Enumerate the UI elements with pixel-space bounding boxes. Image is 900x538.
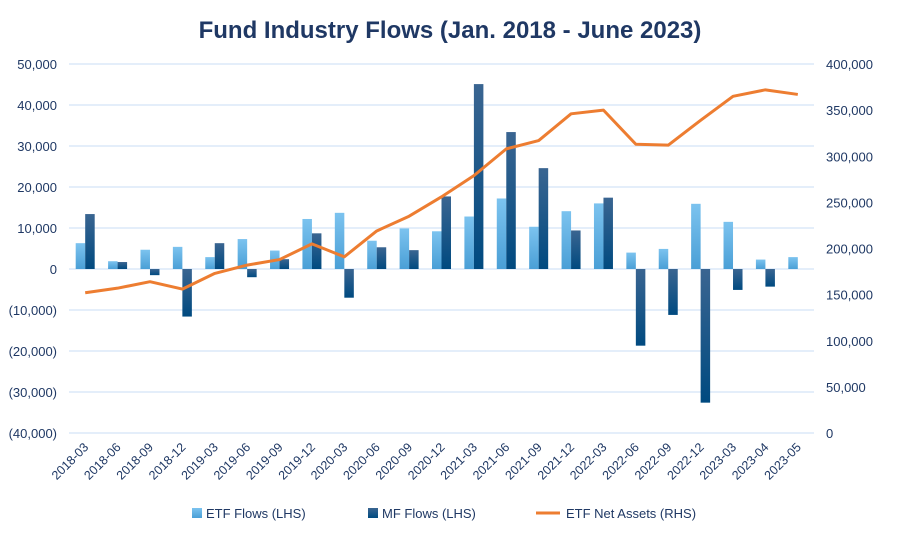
- mf-flow-bar: [182, 269, 192, 317]
- etf-flow-bar: [237, 239, 248, 269]
- etf-flow-bar: [172, 246, 183, 269]
- etf-flow-bar: [496, 198, 507, 269]
- etf-flow-bar: [626, 252, 636, 269]
- mf-flow-bar: [409, 250, 419, 269]
- etf-flow-bar: [658, 248, 669, 269]
- left-tick-label: (10,000): [9, 303, 57, 318]
- etf-flow-bar: [367, 240, 377, 269]
- mf-flow-bar: [149, 269, 160, 276]
- right-tick-label: 350,000: [826, 103, 873, 118]
- right-tick-label: 250,000: [826, 195, 873, 210]
- etf-flow-bar: [464, 216, 474, 269]
- etf-flow-bar: [593, 203, 604, 269]
- etf-flow-bar: [399, 228, 410, 269]
- mf-flow-bar: [473, 84, 484, 269]
- mf-flow-bar: [117, 262, 128, 269]
- mf-flow-bar: [441, 196, 451, 269]
- etf-flow-bar: [302, 218, 312, 269]
- right-tick-label: 300,000: [826, 149, 873, 164]
- left-tick-label: 10,000: [17, 221, 57, 236]
- etf-flow-bar: [334, 212, 345, 269]
- mf-flow-bar: [538, 168, 549, 269]
- legend-label-etf-flows: ETF Flows (LHS): [206, 506, 306, 521]
- etf-flow-bar: [788, 257, 798, 269]
- mf-flow-bar: [279, 259, 290, 269]
- left-tick-label: (40,000): [9, 426, 57, 441]
- right-tick-label: 400,000: [826, 57, 873, 72]
- etf-flow-bar: [529, 226, 539, 269]
- right-tick-label: 100,000: [826, 334, 873, 349]
- legend-label-mf-flows: MF Flows (LHS): [382, 506, 476, 521]
- right-tick-label: 200,000: [826, 242, 873, 257]
- mf-flow-bar: [603, 197, 613, 269]
- etf-flow-bar: [755, 259, 766, 269]
- right-tick-label: 0: [826, 426, 833, 441]
- left-tick-label: 40,000: [17, 98, 57, 113]
- etf-flow-bar: [561, 211, 572, 269]
- left-tick-label: 30,000: [17, 139, 57, 154]
- mf-flow-bar: [85, 214, 95, 269]
- etf-flow-bar: [432, 231, 442, 269]
- mf-flow-bar: [733, 269, 743, 290]
- etf-flow-bar: [723, 221, 734, 269]
- left-tick-label: (20,000): [9, 344, 57, 359]
- left-tick-label: 50,000: [17, 57, 57, 72]
- mf-flow-bar: [635, 269, 646, 346]
- mf-flow-bar: [700, 269, 711, 403]
- legend-swatch-mf-flows: [368, 508, 378, 518]
- mf-flow-bar: [506, 132, 516, 269]
- mf-flow-bar: [765, 269, 775, 287]
- mf-flow-bar: [376, 247, 387, 269]
- right-tick-label: 150,000: [826, 288, 873, 303]
- mf-flow-bar: [571, 230, 581, 269]
- etf-flow-bar: [75, 243, 86, 269]
- legend-swatch-etf-flows: [192, 508, 202, 518]
- etf-flow-bar: [691, 203, 701, 269]
- mf-flow-bar: [311, 233, 322, 269]
- left-tick-label: 20,000: [17, 180, 57, 195]
- etf-flow-bar: [140, 249, 150, 269]
- legend-label-etf-net-assets: ETF Net Assets (RHS): [566, 506, 696, 521]
- mf-flow-bar: [214, 243, 225, 269]
- etf-flow-bar: [205, 257, 215, 269]
- right-tick-label: 50,000: [826, 380, 866, 395]
- mf-flow-bar: [668, 269, 678, 315]
- mf-flow-bar: [247, 269, 257, 278]
- left-tick-label: (30,000): [9, 385, 57, 400]
- etf-flow-bar: [108, 261, 118, 269]
- mf-flow-bar: [344, 269, 354, 298]
- left-tick-label: 0: [50, 262, 57, 277]
- chart-title: Fund Industry Flows (Jan. 2018 - June 20…: [199, 17, 702, 44]
